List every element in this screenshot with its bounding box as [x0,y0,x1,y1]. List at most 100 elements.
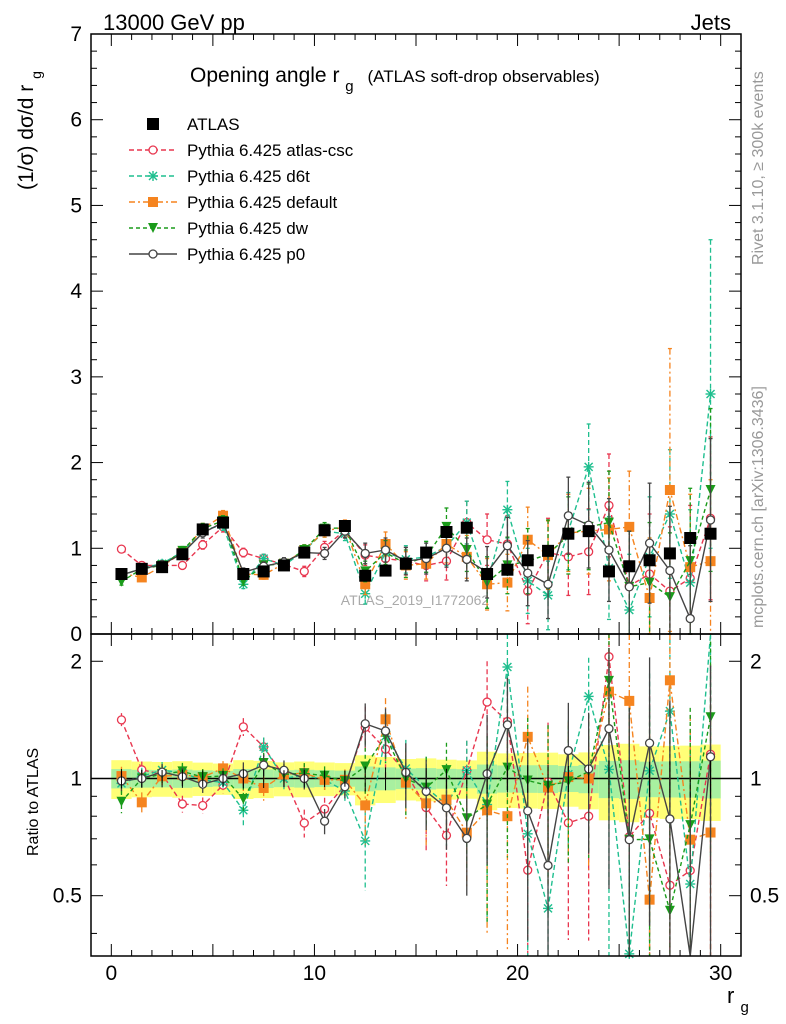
atlas-point [602,565,615,578]
data-point [380,545,391,555]
ratio-point [502,720,513,730]
watermark: ATLAS_2019_I1772062 [341,592,490,608]
legend-marker [147,118,159,130]
atlas-point [257,565,270,578]
ratio-point [360,800,371,811]
atlas-point [379,564,392,577]
atlas-point [643,554,656,567]
ratio-tick-label: 0.5 [53,885,82,908]
series-line [121,503,712,593]
atlas-point [277,559,290,572]
data-point [482,535,492,545]
series-line [121,393,712,612]
atlas-point [217,516,230,529]
atlas-point [237,568,250,580]
atlas-point [663,547,676,560]
ratio-point [563,745,573,756]
data-point [136,572,147,583]
data-point [502,541,513,551]
ratio-series-line [120,656,712,887]
legend-label: Pythia 6.425 dw [187,219,309,238]
ratio-point [441,803,452,813]
series-3 [116,407,716,956]
atlas-point [420,546,433,559]
data-point [644,538,655,548]
ratio-point [299,818,309,828]
ratio-bands [91,743,741,823]
x-tick-label: 30 [709,962,732,985]
header-left: 13000 GeV pp [103,10,245,35]
series-line [121,489,712,599]
ratio-point [624,695,635,706]
atlas-point [521,554,534,567]
legend-marker [148,223,158,233]
legend-label: Pythia 6.425 d6t [187,167,310,186]
ratio-series-line [120,680,711,900]
series-atlas [115,516,717,799]
ratio-point [177,799,188,809]
series-line [121,489,711,599]
x-tick-label: 0 [105,962,117,985]
atlas-point [684,532,697,544]
frames: 0 10 20 30 0 1 2 3 4 5 6 7 0.5 0.5 1 1 2 2 [53,23,779,985]
chart-title-sub: g [345,78,353,95]
legend-label: Pythia 6.425 atlas-csc [187,141,354,160]
y-tick-label: 7 [70,23,82,46]
data-point [705,389,716,399]
ratio-point [502,662,513,673]
y-axis-label-main-sub: g [28,71,44,79]
legend-entry: Pythia 6.425 p0 [129,245,305,264]
chart-title-main: Opening angle r [190,64,339,87]
data-point [523,568,533,578]
data-point [624,582,634,592]
data-point [522,534,533,545]
legend-label: Pythia 6.425 default [187,193,338,212]
data-point [604,545,614,555]
legend-label: Pythia 6.425 p0 [187,245,305,264]
data-point [664,485,675,495]
data-point [177,560,188,571]
data-point [441,543,452,553]
x-axis-label-sub: g [740,999,748,1016]
chart-title-extra: (ATLAS soft-drop observables) [367,67,599,86]
ratio-point [665,814,675,824]
ratio-point [644,738,655,748]
atlas-point [562,527,575,540]
ratio-tick-label-right: 1 [750,767,762,790]
legend-entry: Pythia 6.425 default [129,193,338,212]
data-point [319,548,330,559]
legend-marker [148,171,158,181]
ratio-point [238,794,249,805]
ratio-point [543,860,553,871]
y-tick-label: 4 [70,280,82,303]
data-point [360,548,370,559]
legend-marker [148,197,158,207]
ratio-tick-label: 1 [70,767,82,790]
y-tick-label: 3 [70,366,82,389]
y-axis-label-main-text: (1/σ) dσ/d r [15,85,38,190]
x-axis-label-text: r [727,983,734,1008]
data-point [665,565,675,576]
ratio-point [664,675,675,686]
rivet-label: Rivet 3.1.10, ≥ 300k events [750,71,767,265]
data-point [583,461,594,472]
atlas-point [338,520,351,532]
y-tick-label: 1 [70,537,82,560]
atlas-point [623,560,636,573]
ratio-point [116,715,127,725]
ratio-point [604,724,614,734]
atlas-point [196,523,209,536]
atlas-point [318,524,331,537]
data-point [198,540,208,550]
ratio-tick-label-right: 0.5 [750,885,779,908]
ratio-point [624,835,634,845]
ratio-point [360,719,370,729]
data-point [462,554,472,565]
y-axis-label-main: (1/σ) dσ/d r g [15,71,44,190]
data-point [563,511,573,521]
ratio-tick-label: 2 [70,650,82,673]
legend-entry: Pythia 6.425 atlas-csc [129,141,354,160]
ratio-tick-label-right: 2 [750,650,762,673]
atlas-point [359,569,372,582]
